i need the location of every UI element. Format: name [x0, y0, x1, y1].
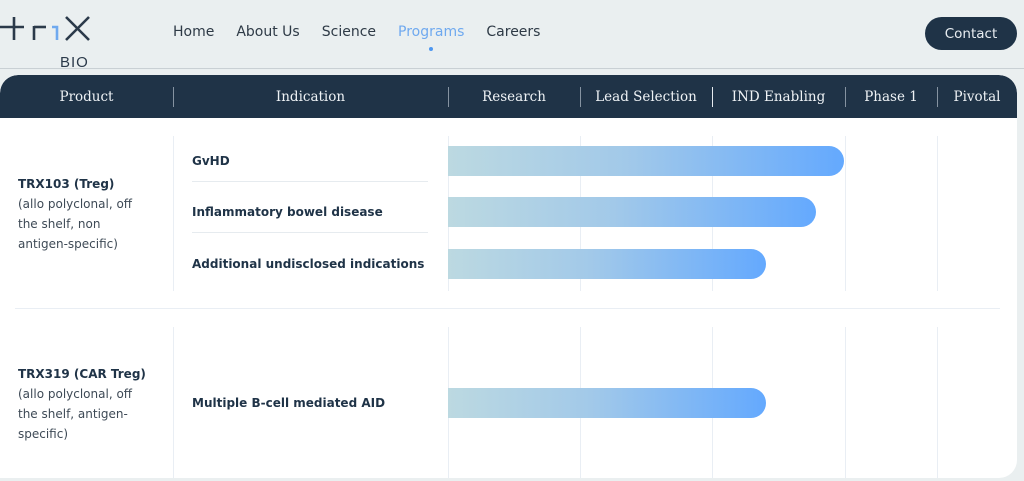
col-ind-enabling: IND Enabling [731, 88, 826, 105]
indication-undisclosed: Additional undisclosed indications [192, 257, 425, 271]
header-divider [448, 87, 449, 107]
active-indicator-dot [429, 47, 434, 51]
logo-mark-icon [0, 16, 90, 41]
grid-line [937, 136, 938, 291]
grid-line [845, 327, 846, 478]
nav-programs-label: Programs [398, 24, 465, 40]
col-product: Product [59, 88, 114, 105]
indication-b-cell-aid: Multiple B-cell mediated AID [192, 396, 386, 410]
header-divider [580, 87, 581, 107]
nav-about-us[interactable]: About Us [236, 24, 300, 40]
header-divider [712, 87, 713, 107]
program-name: TRX319 (CAR Treg) [18, 367, 146, 381]
progress-bar-ibd [448, 197, 816, 227]
nav-programs[interactable]: Programs [398, 24, 465, 51]
grid-line [173, 136, 174, 291]
pipeline-table-header: Product Indication Research Lead Selecti… [0, 75, 1017, 118]
indication-gvhd: GvHD [192, 154, 230, 168]
program-name: TRX103 (Treg) [18, 177, 115, 191]
col-pivotal: Pivotal [953, 88, 1001, 105]
indication-divider [192, 181, 428, 182]
col-phase-1: Phase 1 [864, 88, 918, 105]
header-divider [0, 68, 1024, 69]
col-indication: Indication [275, 88, 346, 105]
contact-button[interactable]: Contact [925, 17, 1017, 50]
grid-line [173, 327, 174, 478]
header-divider [845, 87, 846, 107]
col-research: Research [482, 88, 546, 105]
progress-bar-undisclosed [448, 249, 766, 279]
site-header: BIO Home About Us Science Programs Caree… [0, 0, 1024, 71]
program-description: (allo polyclonal, off the shelf, antigen… [18, 387, 133, 441]
program-trx319: TRX319 (CAR Treg) (allo polyclonal, off … [18, 364, 148, 444]
program-trx103: TRX103 (Treg) (allo polyclonal, off the … [18, 174, 148, 254]
nav-careers[interactable]: Careers [486, 24, 541, 40]
col-lead-selection: Lead Selection [595, 88, 697, 105]
program-description: (allo polyclonal, off the shelf, non ant… [18, 197, 133, 251]
grid-line [845, 136, 846, 291]
program-divider [15, 308, 1000, 309]
header-divider [173, 87, 174, 107]
indication-ibd: Inflammatory bowel disease [192, 205, 383, 219]
pipeline-table: Product Indication Research Lead Selecti… [0, 75, 1017, 478]
logo-bio-text: BIO [60, 54, 89, 71]
progress-bar-b-cell-aid [448, 388, 766, 418]
main-nav: Home About Us Science Programs Careers [173, 24, 562, 51]
header-divider [937, 87, 938, 107]
nav-home[interactable]: Home [173, 24, 215, 40]
grid-line [937, 327, 938, 478]
indication-divider [192, 232, 428, 233]
nav-science[interactable]: Science [321, 24, 377, 40]
trix-bio-logo[interactable]: BIO [0, 12, 95, 71]
progress-bar-gvhd [448, 146, 844, 176]
